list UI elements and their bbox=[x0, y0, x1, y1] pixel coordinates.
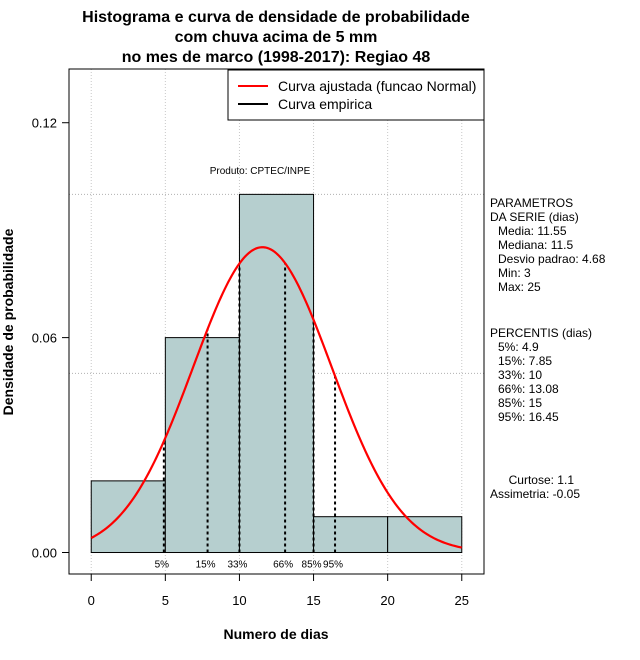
chart-title: Histograma e curva de densidade de proba… bbox=[82, 9, 470, 66]
histogram-bar-3 bbox=[313, 516, 389, 554]
y-axis: 0.00 0.06 0.12 bbox=[32, 116, 70, 561]
percentis-line-2: 5%: 4.9 bbox=[498, 340, 539, 354]
params-line-4: Mediana: 11.5 bbox=[498, 238, 573, 252]
y-tick-label-1: 0.06 bbox=[32, 331, 57, 346]
params-line-2: DA SERIE (dias) bbox=[490, 210, 579, 224]
histogram-bar-4 bbox=[387, 516, 463, 554]
legend-label-empirical: Curva empirica bbox=[278, 96, 372, 112]
histogram-bar-0 bbox=[90, 480, 166, 554]
params-line-7: Max: 25 bbox=[498, 280, 541, 294]
curtose-text: Curtose: 1.1 bbox=[509, 473, 575, 487]
percentile-label-5: 95% bbox=[323, 560, 343, 571]
x-axis-label: Numero de dias bbox=[223, 626, 328, 642]
percentis-line-7: 95%: 16.45 bbox=[498, 410, 559, 424]
histogram-bars bbox=[90, 193, 463, 554]
x-tick-label-3: 15 bbox=[306, 593, 320, 608]
legend-label-fitted: Curva ajustada (funcao Normal) bbox=[278, 78, 476, 94]
y-tick-label-2: 0.12 bbox=[32, 116, 57, 131]
x-tick-label-2: 10 bbox=[232, 593, 246, 608]
percentile-label-2: 33% bbox=[227, 560, 247, 571]
percentile-label-1: 15% bbox=[196, 560, 216, 571]
percentile-label-3: 66% bbox=[273, 560, 293, 571]
x-tick-label-5: 25 bbox=[455, 593, 469, 608]
params-line-6: Min: 3 bbox=[498, 266, 531, 280]
y-tick-label-0: 0.00 bbox=[32, 546, 57, 561]
histogram-bar-1 bbox=[164, 337, 240, 554]
percentis-line-3: 15%: 7.85 bbox=[498, 354, 552, 368]
percentile-lines: 5% 15% 33% 66% 85% 95% bbox=[155, 263, 343, 571]
x-tick-label-1: 5 bbox=[162, 593, 169, 608]
normal-curve-layer bbox=[90, 246, 462, 549]
x-tick-label-0: 0 bbox=[88, 593, 95, 608]
percentis-line-1: PERCENTIS (dias) bbox=[490, 326, 592, 340]
assimetria-text: Assimetria: -0.05 bbox=[490, 487, 580, 501]
chart-title-line-3: no mes de marco (1998-2017): Regiao 48 bbox=[122, 49, 431, 66]
normal-fit-curve bbox=[90, 246, 462, 549]
legend: Curva ajustada (funcao Normal) Curva emp… bbox=[227, 69, 485, 121]
params-line-5: Desvio padrao: 4.68 bbox=[498, 252, 606, 266]
percentis-line-4: 33%: 10 bbox=[498, 368, 542, 382]
params-line-1: PARAMETROS bbox=[490, 196, 573, 210]
percentis-line-5: 66%: 13.08 bbox=[498, 382, 559, 396]
percentile-label-4: 85% bbox=[302, 560, 322, 571]
chart-title-line-2: com chuva acima de 5 mm bbox=[175, 29, 378, 46]
x-tick-label-4: 20 bbox=[380, 593, 394, 608]
percentile-label-0: 5% bbox=[155, 560, 170, 571]
params-line-3: Media: 11.55 bbox=[498, 224, 567, 238]
y-axis-label: Densidade de probabilidade bbox=[0, 228, 16, 415]
x-axis: 0 5 10 15 20 25 bbox=[88, 573, 469, 608]
side-panel: PARAMETROS DA SERIE (dias) Media: 11.55 … bbox=[490, 196, 606, 501]
chart-title-line-1: Histograma e curva de densidade de proba… bbox=[82, 9, 470, 26]
product-label: Produto: CPTEC/INPE bbox=[210, 166, 311, 177]
percentis-line-6: 85%: 15 bbox=[498, 396, 542, 410]
legend-box bbox=[227, 69, 485, 121]
histogram-bar-2 bbox=[238, 193, 315, 554]
